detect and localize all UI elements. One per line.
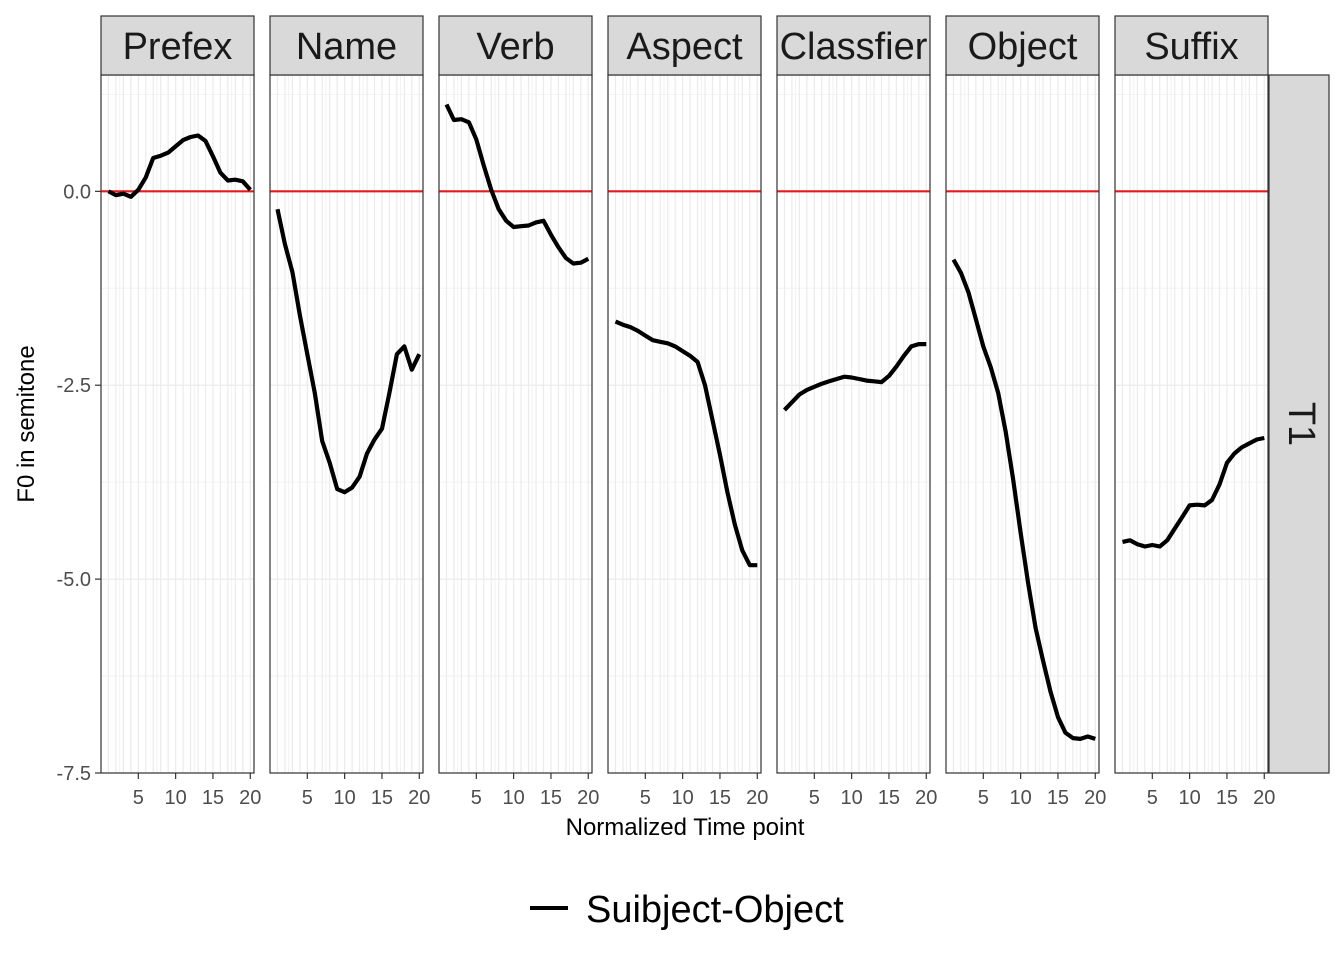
x-tick-label: 15: [1216, 787, 1238, 809]
row-strip: T1: [1268, 74, 1330, 774]
y-tick-label: -2.5: [57, 375, 91, 397]
series-line-aspect: [614, 319, 758, 568]
x-tick-label: 20: [915, 787, 937, 809]
x-tick-label: 5: [640, 787, 651, 809]
x-tick-label: 10: [334, 787, 356, 809]
x-tick-label: 5: [133, 787, 144, 809]
column-strip-background: [776, 15, 931, 76]
y-tick-label: -7.5: [57, 763, 91, 785]
x-tick-label: 15: [371, 787, 393, 809]
x-tick-label: 20: [239, 787, 261, 809]
column-strip-label: Verb: [476, 26, 554, 68]
x-tick-label: 15: [1047, 787, 1069, 809]
y-axis: -7.5 -5.0 -2.5 0.0: [57, 181, 101, 785]
facet-panel-prefex: Prefex 5 10 15 20: [100, 15, 261, 809]
row-strip-label: T1: [1280, 402, 1322, 446]
legend: Suibject-Object: [530, 889, 844, 931]
y-tick-label: -5.0: [57, 569, 91, 591]
x-tick-label: 15: [202, 787, 224, 809]
y-tick-label: 0.0: [63, 181, 91, 203]
x-tick-label: 15: [709, 787, 731, 809]
column-strip-label: Classfier: [780, 26, 928, 68]
facet-panel-object: Object 5 10 15 20: [945, 15, 1106, 809]
x-tick-label: 20: [408, 787, 430, 809]
x-tick-label: 10: [672, 787, 694, 809]
column-strip-label: Name: [296, 26, 397, 68]
column-strip-background: [100, 15, 255, 76]
y-axis-title: F0 in semitone: [13, 345, 40, 502]
series-line-object: [951, 258, 1096, 742]
x-tick-label: 10: [165, 787, 187, 809]
x-tick-label: 20: [577, 787, 599, 809]
x-tick-label: 10: [1179, 787, 1201, 809]
x-tick-label: 5: [809, 787, 820, 809]
x-tick-label: 20: [1253, 787, 1275, 809]
facet-panel-classfier: Classfier 5 10 15 20: [776, 15, 937, 809]
x-tick-label: 20: [746, 787, 768, 809]
x-tick-label: 5: [302, 787, 313, 809]
legend-entry-label: Suibject-Object: [586, 889, 844, 931]
x-tick-label: 10: [503, 787, 525, 809]
row-strip-background: [1268, 74, 1330, 774]
x-tick-label: 15: [540, 787, 562, 809]
x-tick-label: 5: [471, 787, 482, 809]
x-axis-title: Normalized Time point: [566, 814, 805, 841]
column-strip-label: Prefex: [123, 26, 233, 68]
series-line-verb: [444, 103, 590, 266]
x-tick-label: 15: [878, 787, 900, 809]
series-line-suffix: [1122, 435, 1265, 549]
x-tick-label: 20: [1084, 787, 1106, 809]
column-strip-label: Object: [968, 26, 1078, 68]
x-tick-label: 5: [978, 787, 989, 809]
column-strip-background: [1114, 15, 1269, 76]
facet-panel-suffix: Suffix 5 10 15 20: [1114, 15, 1275, 809]
column-strip-background: [269, 15, 424, 76]
column-strip-label: Suffix: [1144, 26, 1238, 68]
x-tick-label: 10: [841, 787, 863, 809]
x-tick-label: 10: [1010, 787, 1032, 809]
series-line-classfier: [782, 342, 927, 412]
column-strip-label: Aspect: [626, 26, 743, 68]
facet-panel-verb: Verb 5 10 15 20: [438, 15, 599, 809]
series-line-prefex: [107, 133, 252, 199]
column-strip-background: [438, 15, 593, 76]
facet-panel-name: Name 5 10 15 20: [269, 15, 430, 809]
facet-panel-aspect: Aspect 5 10 15 20: [607, 15, 768, 809]
column-strip-background: [607, 15, 762, 76]
series-line-name: [275, 208, 422, 495]
column-strip-background: [945, 15, 1100, 76]
x-tick-label: 5: [1147, 787, 1158, 809]
